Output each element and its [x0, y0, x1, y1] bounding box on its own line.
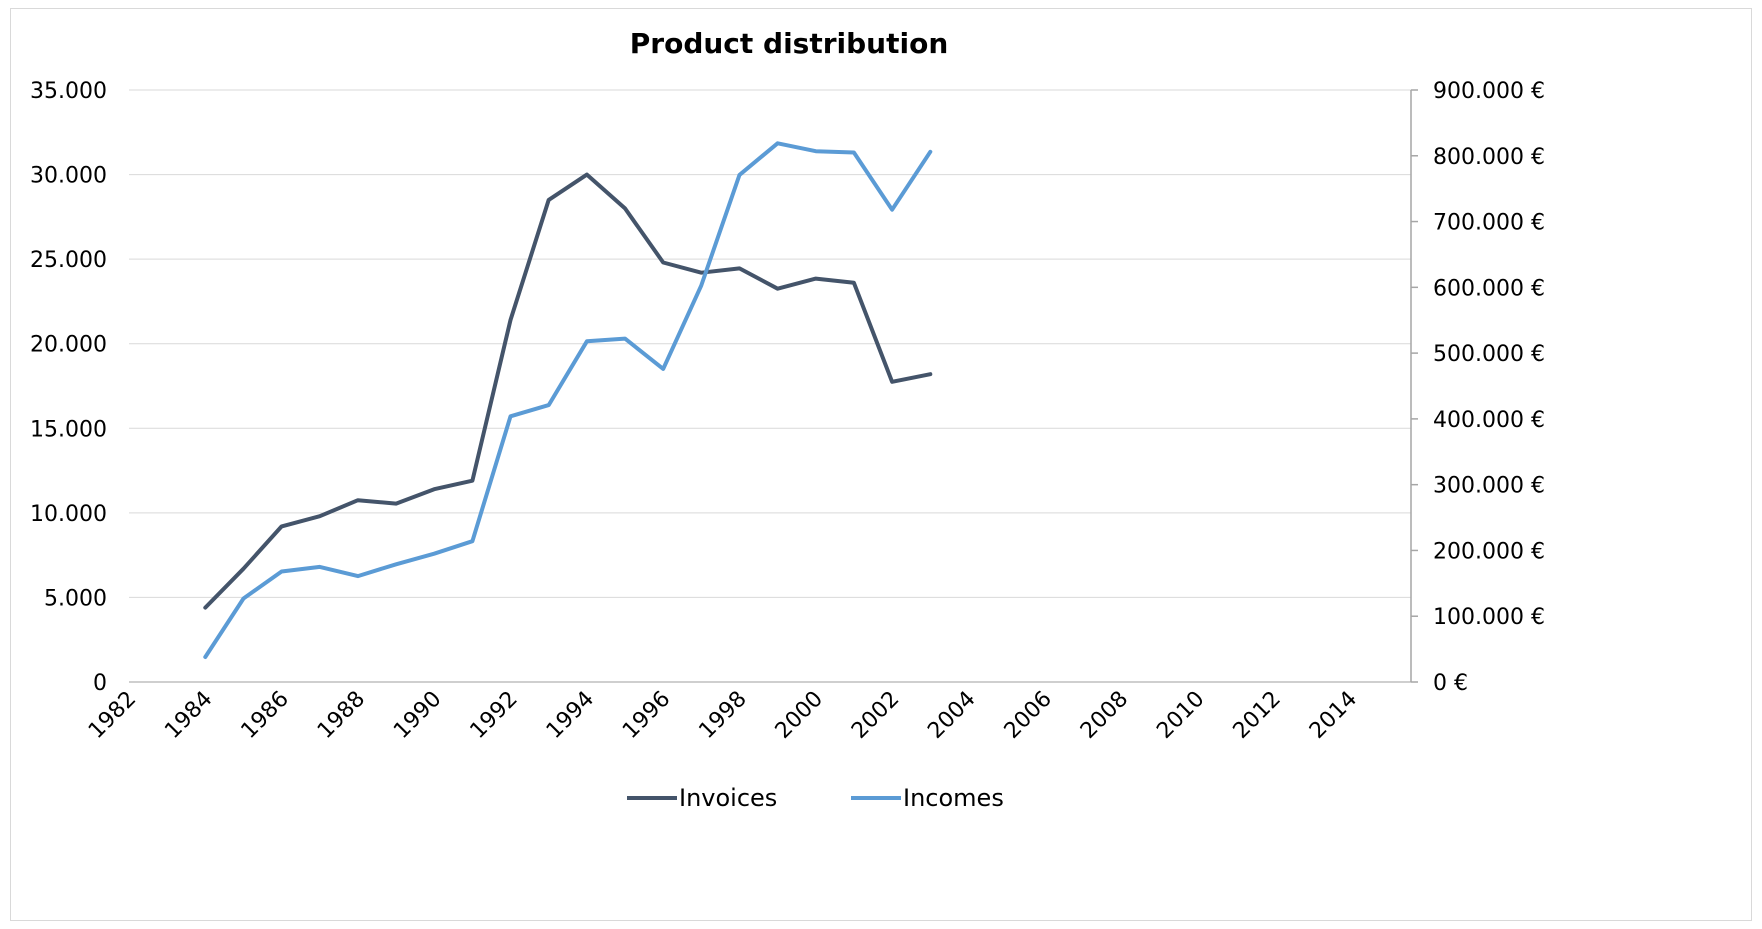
y-tick-label: 25.000 [30, 248, 107, 273]
y2-tick-label: 800.000 € [1433, 145, 1545, 170]
y-tick-label: 35.000 [30, 79, 107, 104]
x-tick-label: 1998 [694, 687, 751, 744]
y2-tick-label: 600.000 € [1433, 276, 1545, 301]
legend: Invoices Incomes [627, 784, 1004, 812]
gridlines [129, 89, 1411, 598]
x-tick-label: 2014 [1305, 687, 1362, 744]
y2-tick-label: 900.000 € [1433, 79, 1545, 104]
x-tick-label: 1994 [542, 687, 599, 744]
y-tick-label: 15.000 [30, 417, 107, 442]
x-tick-label: 2000 [771, 687, 828, 744]
x-tick-label: 1984 [160, 687, 217, 744]
legend-incomes-label: Incomes [903, 784, 1004, 812]
y2-tick-label: 700.000 € [1433, 211, 1545, 236]
x-tick-label: 2008 [1076, 687, 1133, 744]
x-tick-label: 1988 [313, 687, 370, 744]
y-tick-label: 5.000 [44, 586, 107, 611]
y2-tick-label: 300.000 € [1433, 474, 1545, 499]
series-lines [203, 141, 933, 659]
y2-tick-label: 100.000 € [1433, 605, 1545, 630]
x-tick-label: 1990 [389, 687, 446, 744]
legend-invoices-label: Invoices [679, 784, 777, 812]
x-tick-label: 2002 [847, 687, 904, 744]
x-tick-label: 1996 [618, 687, 675, 744]
x-tick-label: 1986 [237, 687, 294, 744]
y2-tick-label: 0 € [1433, 671, 1468, 696]
y2-tick-label: 500.000 € [1433, 342, 1545, 367]
series-line-incomes [203, 141, 933, 659]
y-tick-label: 10.000 [30, 502, 107, 527]
chart-frame: Product distribution 0 5.000 10.000 15.000 2… [10, 8, 1752, 921]
axes: 0 5.000 10.000 15.000 20.000 25.000 30.000 35.0… [30, 79, 1545, 744]
y2-tick-label: 200.000 € [1433, 539, 1545, 564]
y2-tick-label: 400.000 € [1433, 408, 1545, 433]
x-tick-label: 2006 [1000, 687, 1057, 744]
x-tick-label: 2004 [923, 687, 980, 744]
x-tick-label: 2012 [1229, 687, 1286, 744]
x-tick-label: 1992 [466, 687, 523, 744]
y-tick-label: 30.000 [30, 164, 107, 189]
y-tick-label: 20.000 [30, 333, 107, 358]
series-line-invoices [203, 172, 933, 610]
chart: Product distribution 0 5.000 10.000 15.000 2… [30, 27, 1545, 812]
y-tick-label: 0 [93, 671, 107, 696]
x-tick-label: 2010 [1152, 687, 1209, 744]
chart-title: Product distribution [630, 27, 949, 60]
